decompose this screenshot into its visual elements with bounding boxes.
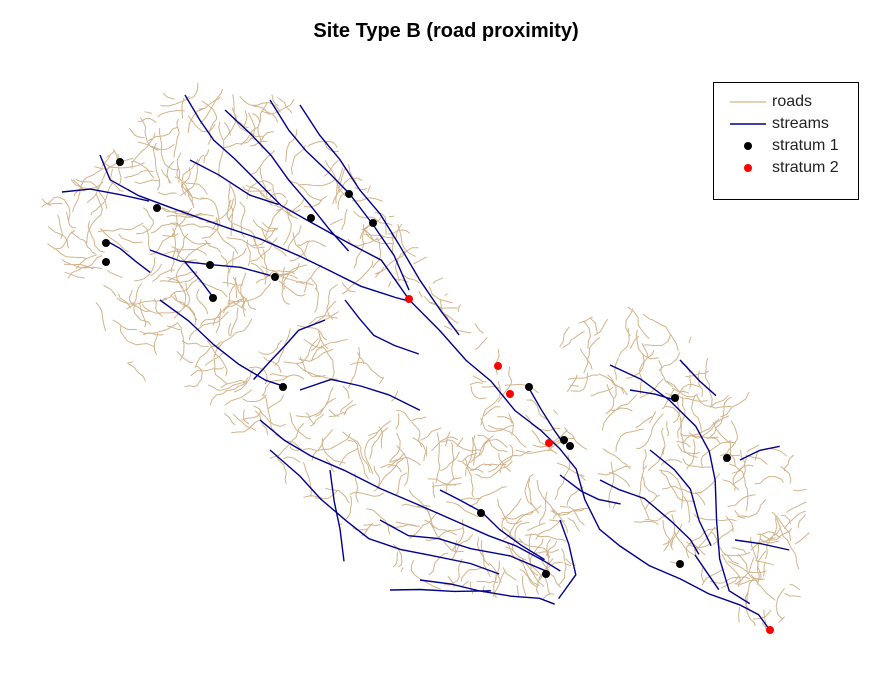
stratum-2-point-icon: [744, 164, 752, 172]
stream-line: [253, 319, 326, 380]
stratum-1-site-marker: [206, 261, 214, 269]
stream-line: [649, 449, 712, 547]
stream-line: [269, 99, 410, 291]
streams-layer: [61, 94, 790, 630]
stratum-1-site-marker: [102, 239, 110, 247]
stream-line: [269, 449, 500, 575]
stream-line: [61, 188, 150, 202]
stratum-1-site-marker: [345, 190, 353, 198]
stream-line: [104, 239, 151, 273]
stratum-1-site-marker: [279, 383, 287, 391]
stratum-2-site-marker: [494, 362, 502, 370]
stream-line: [734, 539, 790, 551]
stream-line: [224, 109, 350, 252]
roads-layer: [41, 83, 810, 632]
stream-line: [679, 359, 717, 397]
stratum-1-site-marker: [671, 394, 679, 402]
stratum-1-site-marker: [560, 436, 568, 444]
stratum-1-site-marker: [271, 273, 279, 281]
stream-line: [329, 469, 345, 562]
site-points-layer: [102, 158, 774, 634]
stream-line: [184, 261, 214, 298]
stratum-1-point-icon: [744, 142, 752, 150]
stratum-1-site-marker: [102, 258, 110, 266]
legend-label-stratum-1: stratum 1: [772, 137, 839, 154]
stratum-1-site-marker: [676, 560, 684, 568]
legend-item-stratum-2: stratum 2: [714, 157, 860, 179]
streams-line-icon: [730, 123, 766, 125]
stream-line: [259, 419, 561, 572]
stratum-1-site-marker: [369, 219, 377, 227]
stream-line: [99, 154, 410, 302]
legend: roads streams stratum 1 stratum 2: [713, 82, 859, 200]
stream-line: [609, 364, 751, 605]
legend-label-roads: roads: [772, 93, 813, 110]
legend-label-stratum-2: stratum 2: [772, 159, 839, 176]
stratum-2-site-marker: [766, 626, 774, 634]
stratum-1-site-marker: [307, 214, 315, 222]
legend-label-streams: streams: [772, 115, 829, 132]
stream-line: [189, 159, 279, 206]
stratum-1-site-marker: [723, 454, 731, 462]
stream-line: [299, 378, 421, 411]
stratum-1-site-marker: [116, 158, 124, 166]
stream-line: [529, 389, 565, 445]
stream-line: [694, 554, 720, 591]
stream-line: [739, 445, 780, 461]
stream-line: [299, 104, 460, 336]
stratum-2-site-marker: [545, 439, 553, 447]
stratum-1-site-marker: [542, 570, 550, 578]
roads-line-icon: [730, 101, 766, 103]
stream-line: [184, 94, 770, 630]
stream-line: [558, 519, 577, 600]
stratum-2-site-marker: [506, 390, 514, 398]
stratum-1-site-marker: [153, 204, 161, 212]
stream-line: [389, 588, 492, 593]
legend-item-roads: roads: [714, 91, 860, 113]
stream-line: [629, 389, 675, 401]
map-title: Site Type B (road proximity): [313, 20, 579, 42]
stream-line: [599, 479, 700, 555]
legend-item-stratum-1: stratum 1: [714, 135, 860, 157]
stratum-1-site-marker: [209, 294, 217, 302]
stratum-1-site-marker: [477, 509, 485, 517]
stratum-1-site-marker: [525, 383, 533, 391]
stream-line: [559, 474, 621, 505]
stream-line: [379, 519, 546, 572]
legend-item-streams: streams: [714, 113, 860, 135]
stream-line: [344, 299, 420, 355]
stream-line: [439, 489, 545, 561]
road-network: [41, 83, 810, 632]
stratum-1-site-marker: [566, 442, 574, 450]
stream-line: [159, 299, 283, 387]
stream-line: [419, 579, 555, 605]
stratum-2-site-marker: [405, 295, 413, 303]
